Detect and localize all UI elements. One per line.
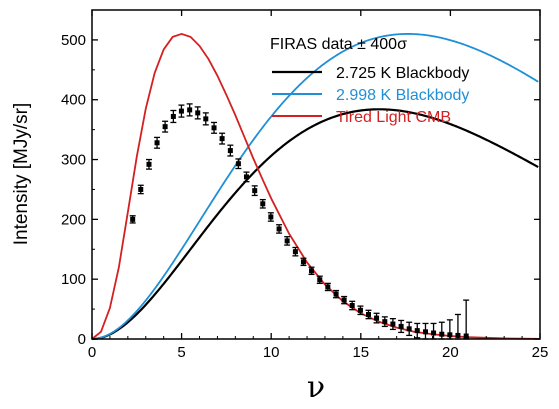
x-tick-label: 15 xyxy=(352,344,369,361)
data-point xyxy=(235,158,242,170)
data-point xyxy=(211,121,218,134)
data-point xyxy=(194,106,201,120)
x-axis-title: ν xyxy=(307,370,325,405)
data-point xyxy=(243,171,250,183)
data-point xyxy=(178,104,185,118)
data-point xyxy=(259,198,266,209)
x-tick-label: 5 xyxy=(177,344,185,361)
data-point xyxy=(349,300,356,311)
data-point xyxy=(333,289,340,299)
series-line-1 xyxy=(91,108,539,341)
y-tick-label: 300 xyxy=(61,152,86,169)
data-point xyxy=(373,312,380,324)
data-point xyxy=(145,158,152,170)
y-axis-title: Intensity [MJy/sr] xyxy=(11,103,32,246)
legend: FIRAS data ± 400σ 2.725 K Blackbody 2.99… xyxy=(270,36,469,126)
data-point xyxy=(162,120,169,133)
data-point xyxy=(251,185,258,197)
data-point xyxy=(341,295,348,305)
data-point xyxy=(129,215,136,224)
data-point xyxy=(202,112,209,126)
data-point xyxy=(398,319,405,334)
data-point xyxy=(357,305,364,316)
data-point xyxy=(414,322,421,339)
data-point xyxy=(219,132,226,145)
plot-frame xyxy=(91,9,541,340)
data-point xyxy=(308,266,315,276)
x-tick-label: 25 xyxy=(532,344,549,361)
data-point xyxy=(267,212,274,222)
data-point xyxy=(365,309,372,320)
data-point xyxy=(154,136,161,149)
x-tick-label: 10 xyxy=(263,344,280,361)
data-point xyxy=(300,257,307,267)
data-point xyxy=(170,109,177,124)
x-tick-label: 0 xyxy=(88,344,96,361)
data-point xyxy=(324,282,331,292)
x-tick-label: 20 xyxy=(442,344,459,361)
data-point xyxy=(406,321,413,337)
legend-label-2: 2.998 K Blackbody xyxy=(336,87,469,104)
data-point xyxy=(186,103,193,117)
y-tick-label: 0 xyxy=(78,331,86,348)
y-tick-label: 500 xyxy=(61,32,86,49)
data-point xyxy=(389,318,396,331)
data-point xyxy=(292,246,299,257)
data-point xyxy=(276,224,283,234)
legend-header: FIRAS data ± 400σ xyxy=(270,36,407,53)
ticks-layer: 0 5 10 15 20 25 0 100 200 300 400 500 xyxy=(61,10,548,361)
y-tick-label: 400 xyxy=(61,92,86,109)
data-point xyxy=(381,316,388,328)
legend-label-1: 2.725 K Blackbody xyxy=(336,65,469,82)
data-point xyxy=(284,236,291,246)
data-point xyxy=(137,184,144,195)
legend-label-3: Tired Light CMB xyxy=(336,109,451,126)
y-tick-label: 100 xyxy=(61,271,86,288)
data-points-layer xyxy=(129,103,470,340)
y-tick-label: 200 xyxy=(61,211,86,228)
data-point xyxy=(316,275,323,285)
data-point xyxy=(227,144,234,157)
